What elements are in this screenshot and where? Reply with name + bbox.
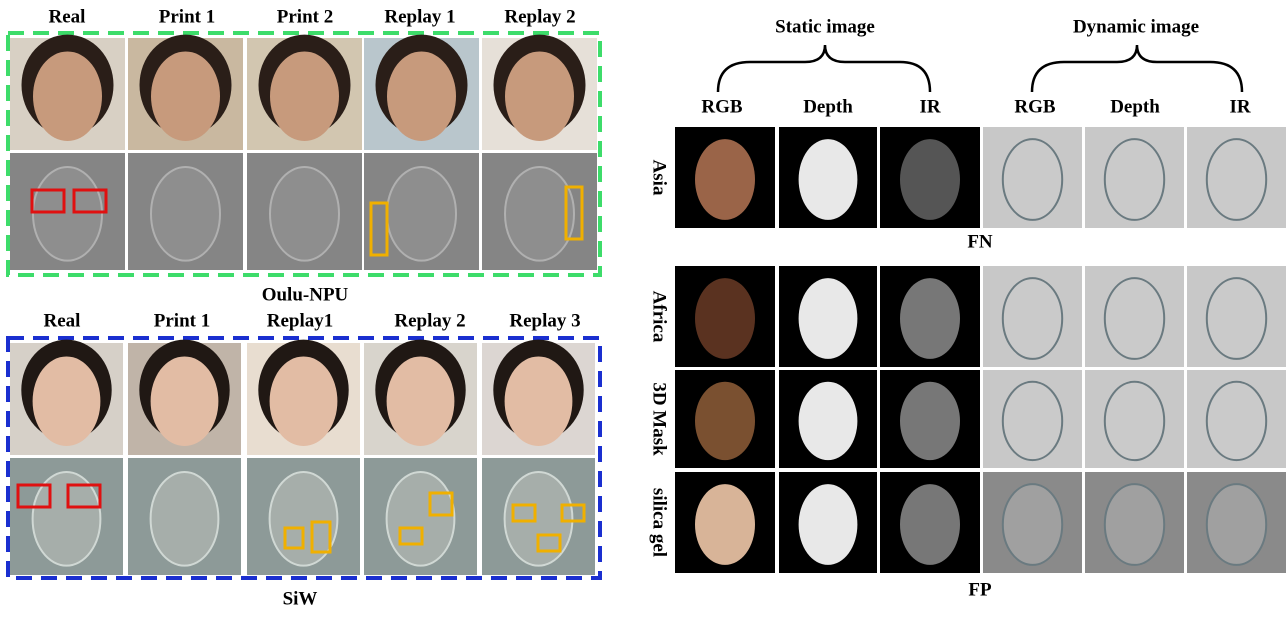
column-label: Replay 1 xyxy=(384,6,455,27)
caption: SiW xyxy=(283,588,318,609)
face xyxy=(1103,138,1166,221)
highlight-box xyxy=(369,201,389,257)
caption: Oulu-NPU xyxy=(262,284,349,305)
highlight-box xyxy=(536,533,562,553)
face xyxy=(270,51,339,142)
face xyxy=(798,139,858,220)
face xyxy=(387,51,456,142)
caption: FP xyxy=(968,579,992,600)
highlight-box xyxy=(564,185,584,241)
highlight-box xyxy=(72,188,108,214)
column-label: Print 1 xyxy=(154,310,210,331)
face xyxy=(695,278,755,359)
column-label: RGB xyxy=(701,96,743,117)
face xyxy=(150,166,221,262)
face xyxy=(504,166,575,262)
face xyxy=(1001,380,1064,462)
column-label: Real xyxy=(44,310,81,331)
face xyxy=(695,381,755,461)
caption: FN xyxy=(967,231,993,252)
highlight-box xyxy=(30,188,66,214)
face xyxy=(149,471,220,567)
face xyxy=(1001,277,1064,360)
face xyxy=(1001,138,1064,221)
face xyxy=(32,356,101,447)
face xyxy=(269,356,338,447)
column-label: Depth xyxy=(1110,96,1160,117)
highlight-box xyxy=(310,520,332,554)
face xyxy=(798,381,858,461)
highlight-box xyxy=(428,491,454,517)
face xyxy=(1103,483,1166,566)
column-label: RGB xyxy=(1014,96,1056,117)
column-label: Replay 2 xyxy=(394,310,465,331)
face xyxy=(798,278,858,359)
face xyxy=(33,51,102,142)
face xyxy=(695,139,755,220)
face xyxy=(386,356,455,447)
group-label: Static image xyxy=(775,16,875,37)
highlight-box xyxy=(283,526,305,550)
column-label: Replay 2 xyxy=(504,6,575,27)
face xyxy=(386,166,457,262)
face xyxy=(1205,277,1268,360)
face xyxy=(505,51,574,142)
siw-frame xyxy=(6,336,602,580)
face xyxy=(900,381,960,461)
column-label: IR xyxy=(1229,96,1250,117)
face xyxy=(385,471,456,567)
row-label: silica gel xyxy=(649,488,670,557)
static-brace xyxy=(716,44,932,93)
row-label: Africa xyxy=(649,291,670,343)
face xyxy=(503,471,574,567)
face xyxy=(151,51,220,142)
column-label: IR xyxy=(919,96,940,117)
highlight-box xyxy=(66,483,102,509)
face xyxy=(695,484,755,565)
face xyxy=(1205,138,1268,221)
face xyxy=(504,356,573,447)
face xyxy=(1103,380,1166,462)
oulu-frame xyxy=(6,31,602,277)
highlight-box xyxy=(511,503,537,523)
face xyxy=(269,166,340,262)
face xyxy=(900,278,960,359)
face xyxy=(900,139,960,220)
row-label: 3D Mask xyxy=(649,382,670,456)
face xyxy=(900,484,960,565)
column-label: Depth xyxy=(803,96,853,117)
column-label: Real xyxy=(49,6,86,27)
column-label: Print 1 xyxy=(159,6,215,27)
highlight-box xyxy=(16,483,52,509)
face xyxy=(1205,380,1268,462)
column-label: Print 2 xyxy=(277,6,333,27)
face xyxy=(150,356,219,447)
highlight-box xyxy=(560,503,586,523)
highlight-box xyxy=(398,526,424,546)
face xyxy=(798,484,858,565)
row-label: Asia xyxy=(649,160,670,196)
group-label: Dynamic image xyxy=(1073,16,1199,37)
face xyxy=(1103,277,1166,360)
column-label: Replay 3 xyxy=(509,310,580,331)
face xyxy=(1205,483,1268,566)
face xyxy=(32,166,103,262)
column-label: Replay1 xyxy=(267,310,334,331)
face xyxy=(268,471,339,567)
dynamic-brace xyxy=(1030,44,1244,93)
face xyxy=(1001,483,1064,566)
